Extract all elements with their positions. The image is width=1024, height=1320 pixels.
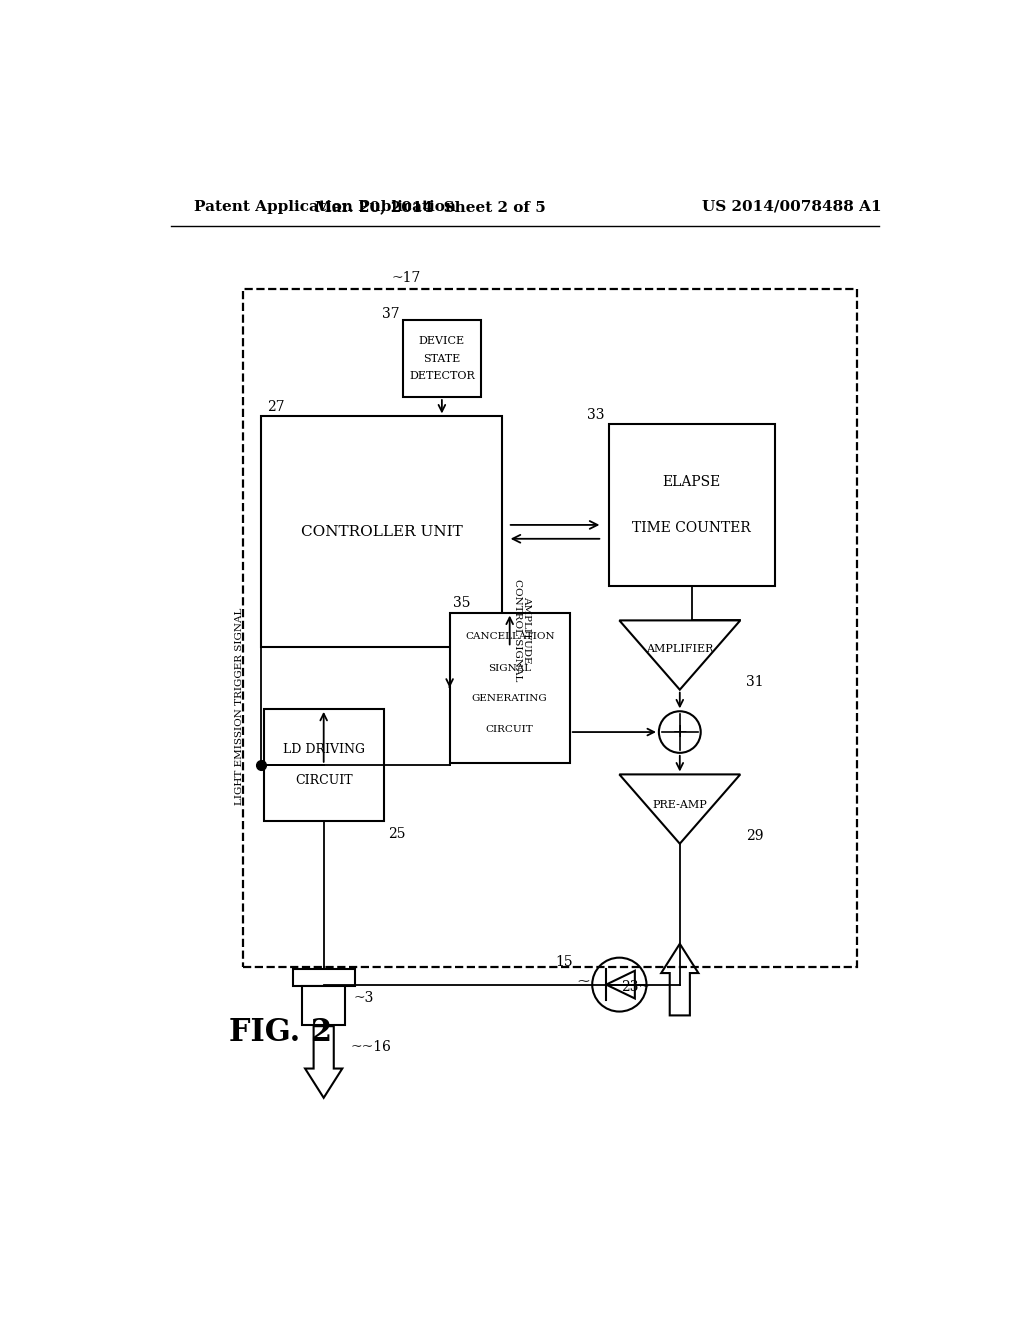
Text: ELAPSE: ELAPSE bbox=[663, 475, 721, 490]
Text: DEVICE: DEVICE bbox=[419, 335, 465, 346]
Bar bbox=[302, 986, 345, 1024]
Text: ~17: ~17 bbox=[391, 271, 421, 285]
Text: 27: 27 bbox=[267, 400, 285, 414]
Bar bbox=[608, 424, 775, 586]
Text: CIRCUIT: CIRCUIT bbox=[485, 725, 534, 734]
Bar bbox=[263, 709, 384, 821]
Text: GENERATING: GENERATING bbox=[472, 694, 548, 702]
Bar bbox=[261, 416, 502, 647]
Text: CONTROL SIGNAL: CONTROL SIGNAL bbox=[513, 579, 522, 681]
Text: Patent Application Publication: Patent Application Publication bbox=[194, 199, 456, 214]
Text: 15: 15 bbox=[555, 954, 572, 969]
Text: 35: 35 bbox=[454, 597, 471, 610]
Text: +: + bbox=[672, 723, 688, 741]
Text: DETECTOR: DETECTOR bbox=[409, 371, 475, 381]
Text: 31: 31 bbox=[746, 675, 764, 689]
Text: AMPLIFIER: AMPLIFIER bbox=[646, 644, 714, 653]
Text: 29: 29 bbox=[746, 829, 764, 843]
Text: LIGHT EMISSION TRIGGER SIGNAL: LIGHT EMISSION TRIGGER SIGNAL bbox=[236, 607, 244, 805]
Text: 25: 25 bbox=[388, 828, 406, 841]
Bar bbox=[243, 289, 856, 966]
Text: 33: 33 bbox=[587, 408, 604, 422]
Text: CONTROLLER UNIT: CONTROLLER UNIT bbox=[301, 525, 462, 539]
Text: ~: ~ bbox=[575, 973, 590, 989]
Text: ~3: ~3 bbox=[353, 991, 374, 1005]
Text: CIRCUIT: CIRCUIT bbox=[295, 774, 352, 787]
Text: STATE: STATE bbox=[423, 354, 461, 363]
Text: US 2014/0078488 A1: US 2014/0078488 A1 bbox=[701, 199, 881, 214]
Text: FIG. 2: FIG. 2 bbox=[228, 1016, 332, 1048]
Bar bbox=[403, 321, 480, 397]
Text: AMPLITUDE: AMPLITUDE bbox=[522, 597, 531, 664]
Text: ~~16: ~~16 bbox=[350, 1040, 391, 1055]
Text: CANCELLATION: CANCELLATION bbox=[465, 632, 555, 642]
Text: SIGNAL: SIGNAL bbox=[488, 664, 531, 673]
Text: 37: 37 bbox=[382, 308, 399, 321]
Text: PRE-AMP: PRE-AMP bbox=[652, 800, 708, 810]
Text: Mar. 20, 2014  Sheet 2 of 5: Mar. 20, 2014 Sheet 2 of 5 bbox=[314, 199, 546, 214]
Text: 23~: 23~ bbox=[622, 979, 650, 994]
Bar bbox=[293, 969, 354, 986]
Text: LD DRIVING: LD DRIVING bbox=[283, 743, 365, 755]
Bar bbox=[450, 612, 569, 763]
Text: TIME COUNTER: TIME COUNTER bbox=[633, 520, 752, 535]
